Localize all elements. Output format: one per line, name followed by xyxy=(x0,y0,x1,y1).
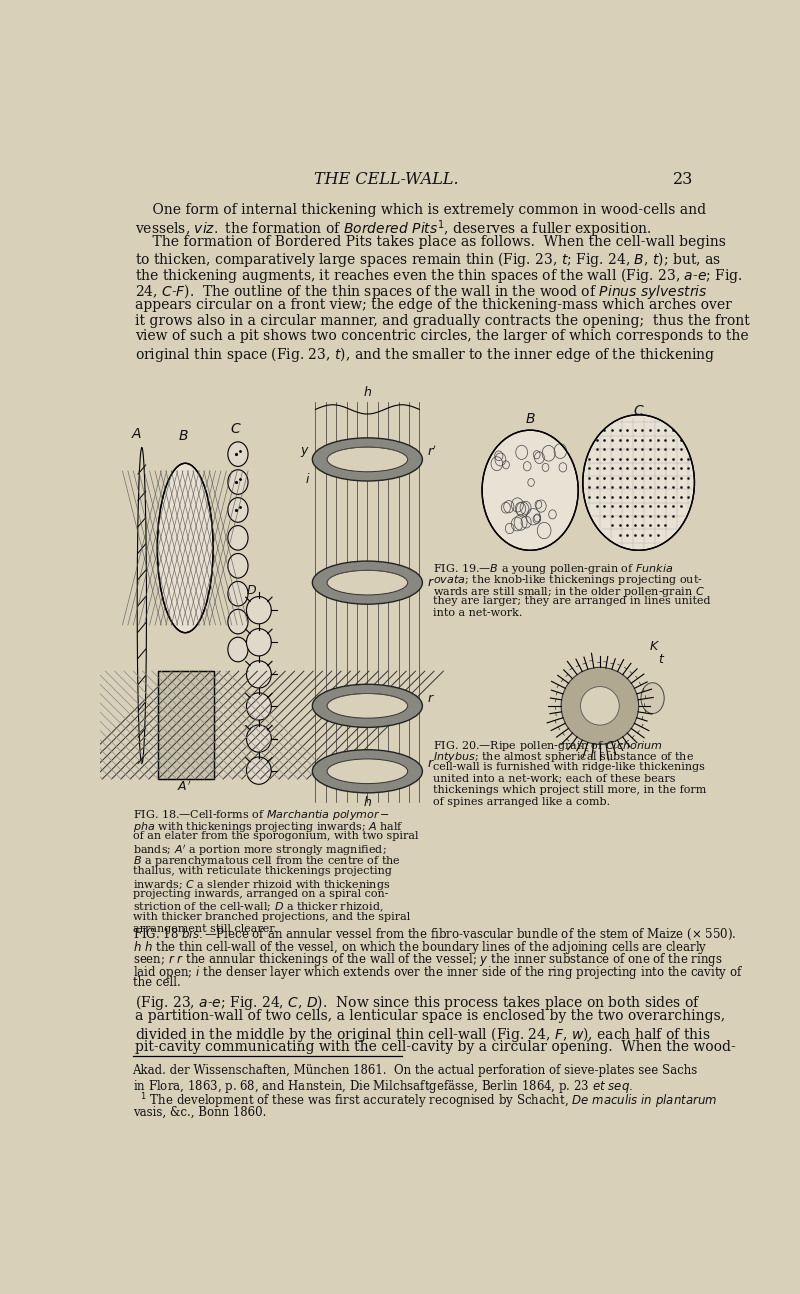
Text: $r$: $r$ xyxy=(427,757,435,770)
Text: thallus, with reticulate thickenings projecting: thallus, with reticulate thickenings pro… xyxy=(133,866,391,876)
Text: 23: 23 xyxy=(674,171,694,189)
Text: united into a net-work; each of these bears: united into a net-work; each of these be… xyxy=(434,774,676,784)
Text: $r$: $r$ xyxy=(427,576,435,589)
Text: $t$: $t$ xyxy=(658,653,666,666)
Text: cell-wall is furnished with ridge-like thickenings: cell-wall is furnished with ridge-like t… xyxy=(434,762,705,773)
Text: of spines arranged like a comb.: of spines arranged like a comb. xyxy=(434,797,610,806)
Text: $^1$ The development of these was first accurately recognised by Schacht, $\math: $^1$ The development of these was first … xyxy=(133,1092,717,1112)
Text: into a net-work.: into a net-work. xyxy=(434,608,522,619)
Text: appears circular on a front view; the edge of the thickening-mass which arches o: appears circular on a front view; the ed… xyxy=(135,298,732,312)
Text: they are larger; they are arranged in lines united: they are larger; they are arranged in li… xyxy=(434,597,710,607)
Ellipse shape xyxy=(228,637,248,661)
Text: $D$: $D$ xyxy=(246,584,257,597)
Text: view of such a pit shows two concentric circles, the larger of which corresponds: view of such a pit shows two concentric … xyxy=(135,329,749,343)
Text: bands; $A'$ a portion more strongly magnified;: bands; $A'$ a portion more strongly magn… xyxy=(133,842,386,858)
Ellipse shape xyxy=(583,415,694,550)
Ellipse shape xyxy=(312,562,422,604)
Bar xyxy=(158,672,214,779)
Text: (Fig. 23, $a$-$e$; Fig. 24, $C$, $D$).  Now since this process takes place on bo: (Fig. 23, $a$-$e$; Fig. 24, $C$, $D$). N… xyxy=(135,992,701,1012)
Ellipse shape xyxy=(327,694,408,718)
Text: $A$: $A$ xyxy=(130,427,142,441)
Ellipse shape xyxy=(312,685,422,727)
Ellipse shape xyxy=(228,525,248,550)
Ellipse shape xyxy=(482,430,578,550)
Ellipse shape xyxy=(228,441,248,466)
Ellipse shape xyxy=(327,760,408,784)
Text: $C$: $C$ xyxy=(230,422,242,436)
Text: with thicker branched projections, and the spiral: with thicker branched projections, and t… xyxy=(133,912,410,923)
Text: $C$: $C$ xyxy=(633,404,645,418)
Ellipse shape xyxy=(312,749,422,793)
Bar xyxy=(158,672,214,779)
Ellipse shape xyxy=(246,725,271,752)
Text: vasis, &c., Bonn 1860.: vasis, &c., Bonn 1860. xyxy=(133,1105,266,1118)
Text: inwards; $C$ a slender rhizoid with thickenings: inwards; $C$ a slender rhizoid with thic… xyxy=(133,877,390,892)
Text: seen; $r\ r$ the annular thickenings of the wall of the vessel; $y$ the inner su: seen; $r\ r$ the annular thickenings of … xyxy=(133,951,722,968)
Text: $B$ a parenchymatous cell from the centre of the: $B$ a parenchymatous cell from the centr… xyxy=(133,854,400,868)
Ellipse shape xyxy=(228,554,248,578)
Text: $B$: $B$ xyxy=(525,411,535,426)
Ellipse shape xyxy=(246,597,271,624)
Text: FIG. 18.—Cell-forms of $\mathit{Marchantia\ polymor-}$: FIG. 18.—Cell-forms of $\mathit{Marchant… xyxy=(133,809,390,822)
Circle shape xyxy=(561,668,638,744)
Text: $A'$: $A'$ xyxy=(177,779,191,795)
Text: $\mathit{pha}$ with thickenings projecting inwards; $A$ half: $\mathit{pha}$ with thickenings projecti… xyxy=(133,820,403,833)
Ellipse shape xyxy=(228,609,248,634)
Ellipse shape xyxy=(246,629,271,656)
Text: $h\ h$ the thin cell-wall of the vessel, on which the boundary lines of the adjo: $h\ h$ the thin cell-wall of the vessel,… xyxy=(133,939,707,956)
Text: $r$: $r$ xyxy=(427,691,435,705)
Text: $\mathit{ovata}$; the knob-like thickenings projecting out-: $\mathit{ovata}$; the knob-like thickeni… xyxy=(434,573,703,587)
Text: $h$: $h$ xyxy=(363,795,372,809)
Ellipse shape xyxy=(641,683,664,713)
Text: $B$: $B$ xyxy=(178,430,189,444)
Text: wards are still small; in the older pollen-grain $C$: wards are still small; in the older poll… xyxy=(434,585,705,599)
Text: FIG. 18 $\mathit{bis.}$—Piece of an annular vessel from the fibro-vascular bundl: FIG. 18 $\mathit{bis.}$—Piece of an annu… xyxy=(133,927,736,942)
Ellipse shape xyxy=(158,463,213,633)
Text: it grows also in a circular manner, and gradually contracts the opening;  thus t: it grows also in a circular manner, and … xyxy=(135,313,750,327)
Text: FIG. 19.—$B$ a young pollen-grain of $\mathit{Funkia}$: FIG. 19.—$B$ a young pollen-grain of $\m… xyxy=(434,562,674,576)
Text: striction of the cell-wall; $D$ a thicker rhizoid,: striction of the cell-wall; $D$ a thicke… xyxy=(133,901,383,914)
Text: the cell.: the cell. xyxy=(133,976,180,989)
Ellipse shape xyxy=(246,757,271,784)
Text: $\mathit{Intybus}$; the almost spherical substance of the: $\mathit{Intybus}$; the almost spherical… xyxy=(434,751,694,765)
Text: of an elater from the sporogonium, with two spiral: of an elater from the sporogonium, with … xyxy=(133,831,418,841)
Text: The formation of Bordered Pits takes place as follows.  When the cell-wall begin: The formation of Bordered Pits takes pla… xyxy=(135,234,726,248)
Text: vessels, $\mathit{viz.}$ the formation of $\mathit{Bordered\ Pits}^1$, deserves : vessels, $\mathit{viz.}$ the formation o… xyxy=(135,219,651,241)
Text: original thin space (Fig. 23, $t$), and the smaller to the inner edge of the thi: original thin space (Fig. 23, $t$), and … xyxy=(135,345,715,364)
Ellipse shape xyxy=(327,448,408,472)
Ellipse shape xyxy=(327,571,408,595)
Text: THE CELL-WALL.: THE CELL-WALL. xyxy=(314,171,459,189)
Text: the thickening augments, it reaches even the thin spaces of the wall (Fig. 23, $: the thickening augments, it reaches even… xyxy=(135,267,742,285)
Text: divided in the middle by the original thin cell-wall (Fig. 24, $F$, $w$), each h: divided in the middle by the original th… xyxy=(135,1025,710,1043)
Text: 24, $C$-$F$).  The outline of the thin spaces of the wall in the wood of $\mathi: 24, $C$-$F$). The outline of the thin sp… xyxy=(135,282,707,302)
Ellipse shape xyxy=(246,661,271,688)
Text: $K$: $K$ xyxy=(649,641,660,653)
Text: Akad. der Wissenschaften, München 1861.  On the actual perforation of sieve-plat: Akad. der Wissenschaften, München 1861. … xyxy=(133,1064,698,1077)
Text: One form of internal thickening which is extremely common in wood-cells and: One form of internal thickening which is… xyxy=(135,203,706,217)
Ellipse shape xyxy=(246,692,271,719)
Ellipse shape xyxy=(228,581,248,606)
Circle shape xyxy=(581,687,619,725)
Text: a partition-wall of two cells, a lenticular space is enclosed by the two overarc: a partition-wall of two cells, a lenticu… xyxy=(135,1009,725,1022)
Text: in Flora, 1863, p. 68, and Hanstein, Die Milchsaftgefässe, Berlin 1864, p. 23 $e: in Flora, 1863, p. 68, and Hanstein, Die… xyxy=(133,1078,633,1095)
Text: projecting inwards, arranged on a spiral con-: projecting inwards, arranged on a spiral… xyxy=(133,889,388,899)
Text: laid open; $i$ the denser layer which extends over the inner side of the ring pr: laid open; $i$ the denser layer which ex… xyxy=(133,964,742,981)
Ellipse shape xyxy=(228,470,248,494)
Text: $i$: $i$ xyxy=(305,472,310,485)
Text: to thicken, comparatively large spaces remain thin (Fig. 23, $t$; Fig. 24, $B$, : to thicken, comparatively large spaces r… xyxy=(135,250,721,269)
Text: pit-cavity communicating with the cell-cavity by a circular opening.  When the w: pit-cavity communicating with the cell-c… xyxy=(135,1040,736,1055)
Text: $r'$: $r'$ xyxy=(427,444,437,459)
Text: FIG. 20.—Ripe pollen-grain of $\mathit{Cichorium}$: FIG. 20.—Ripe pollen-grain of $\mathit{C… xyxy=(434,739,663,753)
Text: $y$: $y$ xyxy=(300,445,310,459)
Ellipse shape xyxy=(228,498,248,523)
Text: arrangement still clearer.: arrangement still clearer. xyxy=(133,924,277,934)
Text: $h$: $h$ xyxy=(363,386,372,400)
Ellipse shape xyxy=(312,437,422,481)
Text: thickenings which project still more, in the form: thickenings which project still more, in… xyxy=(434,785,706,795)
